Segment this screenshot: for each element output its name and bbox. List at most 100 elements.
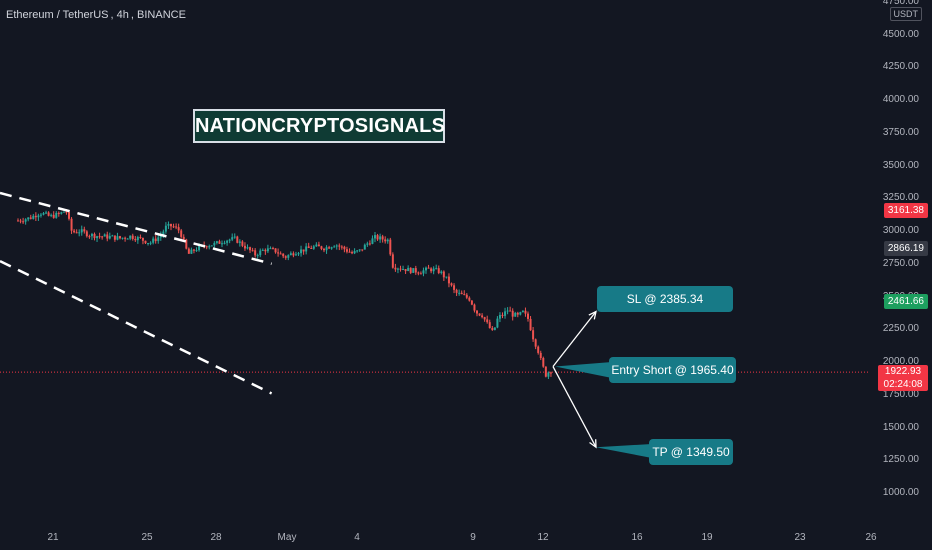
candle-body	[297, 253, 300, 255]
price-tag-green: 2461.66	[883, 294, 928, 309]
candle-body	[124, 237, 127, 239]
x-tick-label: 16	[631, 532, 643, 543]
candle-body	[17, 220, 19, 222]
candle-body	[45, 212, 48, 214]
candle-body	[325, 247, 328, 251]
candle-body	[282, 253, 285, 257]
candle-body	[534, 339, 537, 347]
candle-body	[363, 244, 366, 250]
candle-body	[404, 269, 407, 272]
candle-body	[353, 250, 356, 254]
candle-body	[478, 313, 481, 316]
candle-body	[205, 246, 208, 248]
candle-body	[396, 268, 399, 270]
y-tick-label: 2750.00	[882, 257, 919, 269]
candle-body	[547, 372, 550, 377]
candle-body	[62, 211, 65, 213]
candle-body	[167, 223, 170, 226]
candle-body	[458, 292, 461, 294]
candle-body	[409, 267, 412, 273]
candle-body	[440, 271, 443, 273]
candle-body	[149, 242, 152, 244]
candle-body	[488, 322, 491, 329]
candle-body	[47, 212, 50, 216]
candle-body	[180, 230, 183, 237]
x-tick-label: 25	[141, 532, 153, 543]
candle-body	[366, 243, 369, 245]
candle-body	[427, 267, 430, 269]
candle-body	[315, 244, 318, 247]
candle-body	[371, 238, 374, 244]
y-tick-label: 4500.00	[882, 28, 919, 40]
candle-body	[435, 268, 438, 270]
candle-body	[32, 215, 35, 219]
y-tick-label: 3750.00	[882, 126, 919, 138]
candle-body	[483, 317, 486, 320]
entry-callout: Entry Short @ 1965.40	[609, 357, 736, 383]
candle-body	[57, 212, 60, 214]
candle-body	[476, 310, 478, 314]
candle-body	[52, 214, 55, 218]
tp-arrow	[552, 366, 597, 448]
x-tick-label: May	[277, 532, 297, 543]
candle-body	[514, 312, 517, 317]
drawing-overlays	[0, 191, 870, 458]
candle-body	[384, 239, 387, 242]
candle-body	[70, 218, 73, 231]
candle-body	[328, 247, 331, 249]
currency-label[interactable]: USDT	[889, 7, 922, 21]
candle-body	[29, 217, 32, 219]
candle-body	[386, 239, 389, 242]
channel-line	[0, 260, 273, 395]
y-tick-label: 2000.00	[882, 356, 919, 367]
candle-body	[98, 236, 101, 238]
candle-body	[266, 248, 269, 252]
x-tick-label: 4	[354, 532, 360, 543]
candle-body	[251, 250, 254, 252]
symbol-interval: 4h	[116, 9, 129, 21]
candle-body	[412, 268, 415, 273]
candle-body	[493, 327, 496, 330]
symbol-title[interactable]: Ethereum / TetherUS, 4h, BINANCE	[6, 9, 186, 21]
candle-body	[422, 270, 425, 274]
candle-body	[55, 212, 58, 218]
candle-body	[192, 249, 195, 251]
candle-body	[340, 246, 343, 248]
candle-body	[302, 249, 305, 252]
candle-body	[218, 241, 221, 244]
candle-body	[455, 289, 458, 293]
candle-body	[108, 236, 111, 239]
current-price-tag: 1922.93 02:24:08	[878, 365, 928, 391]
candle-body	[185, 239, 188, 249]
candle-body	[152, 238, 155, 243]
candle-body	[172, 226, 175, 228]
candle-body	[407, 267, 410, 272]
candle-body	[345, 249, 348, 252]
y-tick-label: 4750.00	[882, 0, 919, 7]
x-tick-label: 9	[470, 532, 476, 543]
candle-body	[532, 330, 535, 340]
candle-body	[430, 268, 433, 272]
candle-body	[131, 235, 134, 240]
candle-body	[88, 236, 91, 238]
candle-body	[254, 250, 257, 256]
candle-body	[103, 234, 106, 237]
candle-body	[24, 219, 27, 222]
candle-body	[549, 372, 552, 374]
candle-body	[432, 268, 435, 272]
candle-body	[195, 250, 198, 252]
current-price-value: 1922.93	[884, 366, 922, 377]
y-tick-label: 1250.00	[882, 454, 919, 466]
candle-body	[287, 255, 290, 258]
candle-body	[379, 236, 382, 240]
x-tick-label: 12	[537, 532, 549, 543]
candle-body	[157, 237, 160, 242]
candle-body	[524, 310, 527, 314]
candle-body	[453, 285, 456, 290]
candle-body	[27, 217, 30, 220]
candle-body	[154, 238, 157, 242]
y-tick-label: 2250.00	[882, 323, 919, 335]
candle-body	[491, 328, 494, 330]
candle-body	[300, 249, 303, 254]
